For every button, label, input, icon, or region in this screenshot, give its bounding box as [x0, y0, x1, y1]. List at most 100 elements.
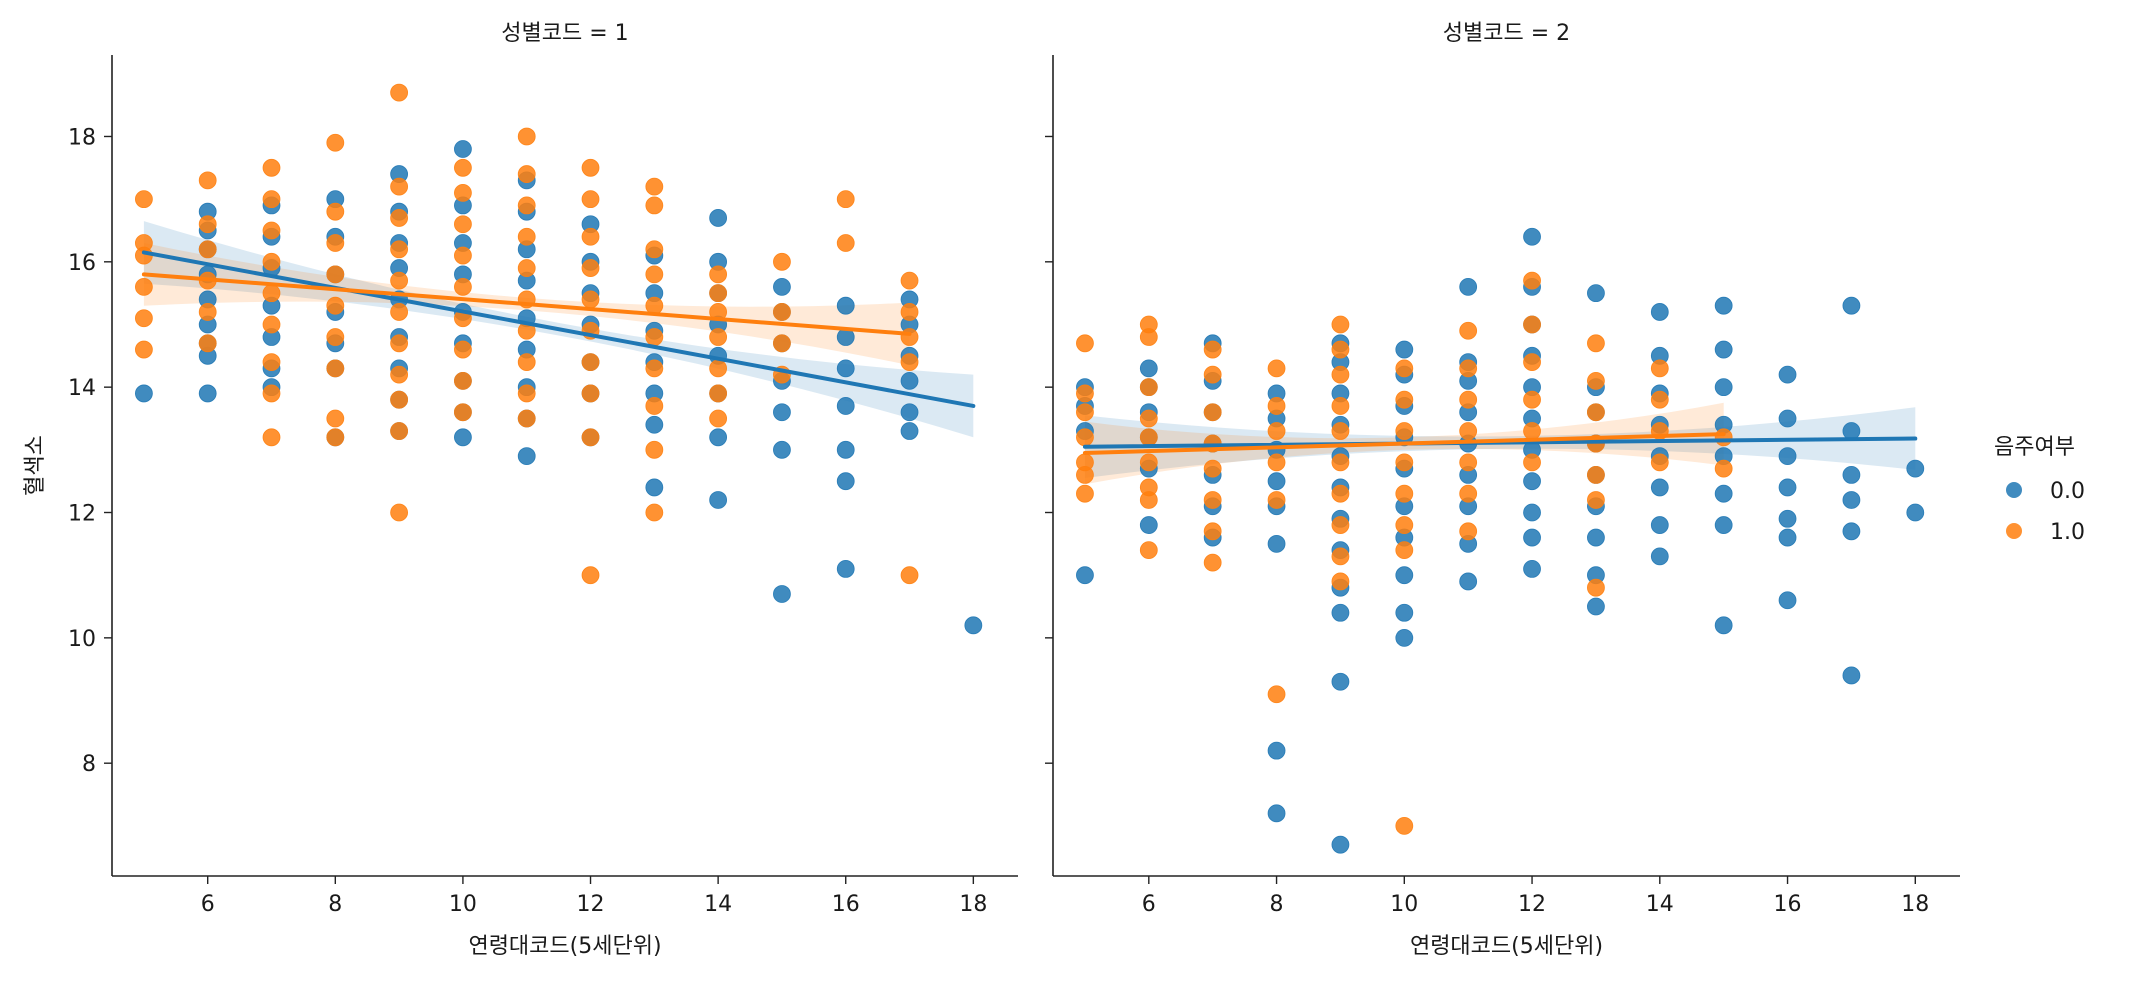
- data-point-0.0: [1714, 616, 1733, 635]
- data-point-0.0: [1778, 528, 1797, 547]
- data-point-1.0: [390, 390, 409, 409]
- data-point-1.0: [1203, 522, 1222, 541]
- data-point-0.0: [1587, 528, 1605, 547]
- data-point-0.0: [900, 371, 919, 390]
- data-point-1.0: [135, 340, 153, 359]
- data-point-1.0: [135, 309, 153, 328]
- data-point-1.0: [1587, 403, 1605, 422]
- data-point-1.0: [198, 334, 217, 353]
- data-point-0.0: [1842, 422, 1861, 440]
- data-point-1.0: [581, 566, 600, 585]
- data-point-1.0: [1331, 397, 1350, 415]
- data-point-0.0: [1714, 296, 1733, 315]
- data-point-0.0: [1331, 835, 1350, 854]
- data-point-0.0: [836, 296, 855, 315]
- data-point-1.0: [1395, 422, 1414, 440]
- x-axis-label-1: 연령대코드(5세단위): [468, 934, 661, 959]
- data-point-1.0: [1459, 453, 1478, 472]
- data-point-0.0: [900, 422, 919, 440]
- data-point-1.0: [262, 428, 281, 447]
- data-point-1.0: [198, 303, 217, 321]
- y-tick-label: 12: [68, 502, 96, 527]
- data-point-0.0: [1842, 666, 1861, 685]
- x-tick-label: 8: [1270, 892, 1284, 917]
- data-point-1.0: [135, 277, 153, 296]
- data-point-1.0: [900, 271, 919, 290]
- data-point-1.0: [1076, 453, 1094, 472]
- data-point-1.0: [1459, 390, 1478, 409]
- data-point-0.0: [1395, 340, 1414, 359]
- data-point-1.0: [1331, 365, 1350, 384]
- data-point-0.0: [1650, 303, 1669, 321]
- data-point-1.0: [709, 359, 728, 378]
- data-point-0.0: [1523, 528, 1541, 547]
- data-point-1.0: [454, 246, 472, 265]
- data-point-1.0: [1523, 271, 1541, 290]
- data-point-1.0: [1267, 491, 1286, 509]
- data-point-1.0: [517, 409, 536, 428]
- data-point-1.0: [709, 409, 728, 428]
- data-point-1.0: [326, 265, 345, 284]
- data-point-1.0: [454, 403, 472, 422]
- data-point-1.0: [390, 365, 409, 384]
- data-point-1.0: [517, 227, 536, 246]
- data-point-1.0: [900, 328, 919, 346]
- data-point-1.0: [1076, 384, 1094, 403]
- data-point-1.0: [581, 190, 600, 209]
- data-point-1.0: [709, 265, 728, 284]
- data-point-1.0: [262, 158, 281, 177]
- data-point-1.0: [1331, 572, 1350, 591]
- data-point-1.0: [1139, 315, 1158, 334]
- data-point-1.0: [326, 409, 345, 428]
- data-point-1.0: [390, 240, 409, 259]
- data-point-0.0: [709, 428, 728, 447]
- y-tick-label: 14: [68, 376, 96, 401]
- x-tick-label: 10: [449, 892, 477, 917]
- data-point-0.0: [1842, 466, 1861, 484]
- data-point-1.0: [390, 177, 409, 196]
- data-point-1.0: [900, 303, 919, 321]
- data-point-1.0: [1523, 353, 1541, 371]
- data-point-1.0: [1331, 453, 1350, 472]
- data-point-1.0: [326, 202, 345, 221]
- data-point-0.0: [1267, 804, 1286, 823]
- facet-panel-1: 6 8 10 12 14 16 18 8 10 12 14 16 18 성별코드 = 1 연령대코드(5…: [23, 21, 1018, 959]
- legend-marker-0: [2006, 482, 2022, 498]
- data-point-0.0: [1395, 566, 1414, 585]
- data-point-1.0: [1395, 359, 1414, 378]
- data-point-1.0: [1523, 315, 1541, 334]
- x-tick-label: 6: [201, 892, 215, 917]
- data-point-0.0: [1139, 359, 1158, 378]
- data-point-1.0: [1076, 403, 1094, 422]
- data-point-1.0: [900, 353, 919, 371]
- data-point-1.0: [454, 158, 472, 177]
- data-point-0.0: [1714, 378, 1733, 397]
- regression-line-0.0: [141, 250, 976, 408]
- data-point-1.0: [454, 277, 472, 296]
- x-tick-label: 12: [1518, 892, 1546, 917]
- data-point-0.0: [645, 478, 664, 497]
- legend-label-1: 1.0: [2050, 520, 2085, 545]
- data-point-0.0: [1587, 284, 1605, 303]
- data-point-1.0: [709, 384, 728, 403]
- y-tick-label: 10: [68, 627, 96, 652]
- data-point-0.0: [964, 616, 983, 635]
- x-tick-label: 10: [1390, 892, 1418, 917]
- data-point-1.0: [645, 359, 664, 378]
- data-point-0.0: [836, 359, 855, 378]
- data-point-1.0: [581, 259, 600, 277]
- data-point-1.0: [326, 133, 345, 152]
- data-point-0.0: [1523, 560, 1541, 578]
- data-point-0.0: [1714, 340, 1733, 359]
- data-point-1.0: [1459, 321, 1478, 340]
- x-tick-label: 14: [704, 892, 732, 917]
- data-point-1.0: [1267, 422, 1286, 440]
- data-point-1.0: [1650, 453, 1669, 472]
- data-point-1.0: [198, 215, 217, 234]
- data-point-1.0: [517, 353, 536, 371]
- data-point-1.0: [836, 190, 855, 209]
- y-tick-label: 18: [68, 125, 96, 150]
- data-point-1.0: [645, 196, 664, 215]
- data-point-0.0: [454, 140, 472, 158]
